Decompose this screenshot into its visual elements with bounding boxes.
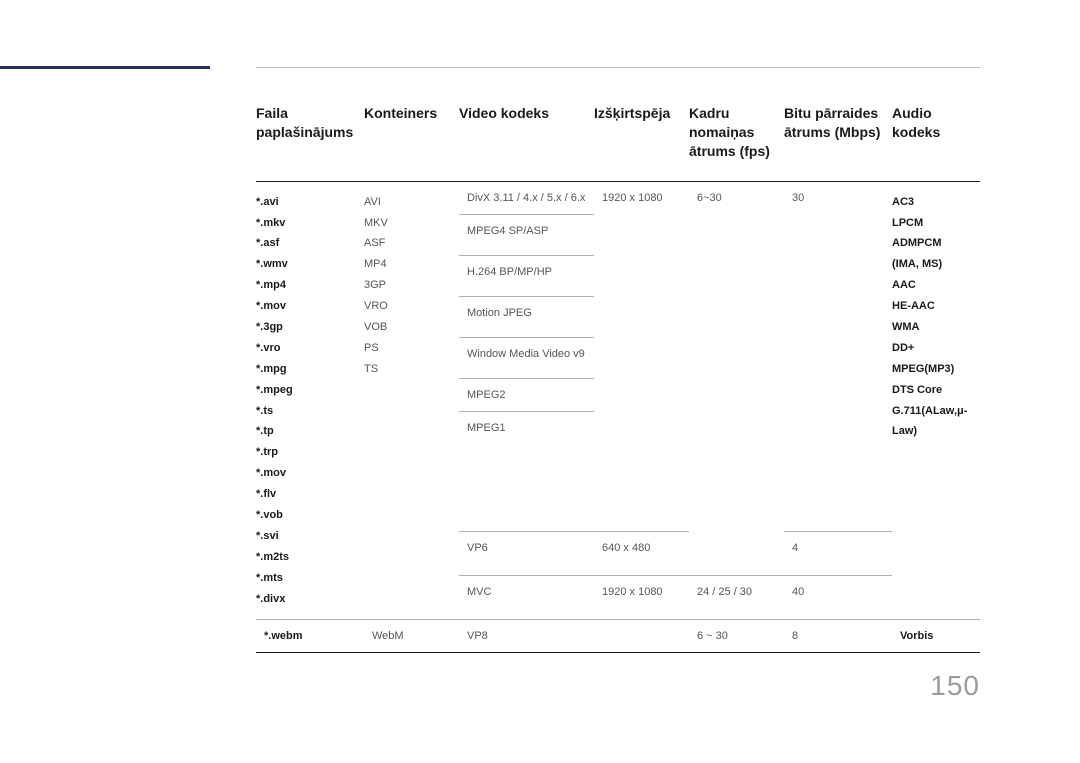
audio-codec: ADMPCM [892, 233, 974, 254]
header-resolution: Izšķirtspēja [594, 100, 689, 181]
vcodec-vp8: VP8 [459, 620, 594, 652]
ext: *.wmv [256, 254, 358, 275]
container: PS [364, 338, 453, 359]
audio-codec: WMA [892, 317, 974, 338]
header-audio-codec: Audio kodeks [892, 100, 980, 181]
audio-codec: (IMA, MS) [892, 254, 974, 275]
audio-codec-list: AC3 LPCM ADMPCM (IMA, MS) AAC HE-AAC WMA… [892, 182, 980, 453]
header-video-codec: Video kodeks [459, 100, 594, 181]
vcodec-mpeg4: MPEG4 SP/ASP [459, 214, 594, 255]
ext: *.svi [256, 526, 358, 547]
container: TS [364, 359, 453, 380]
codec-table-wrapper: Faila paplašinājums Konteiners Video kod… [256, 100, 980, 653]
audio-codec: G.711(ALaw,μ-Law) [892, 401, 974, 443]
ext: *.mkv [256, 213, 358, 234]
webm-ext: *.webm [256, 620, 364, 652]
audio-codec: HE-AAC [892, 296, 974, 317]
ext: *.mp4 [256, 275, 358, 296]
container: MKV [364, 213, 453, 234]
ext: *.mov [256, 296, 358, 317]
container-list: AVI MKV ASF MP4 3GP VRO VOB PS TS [364, 182, 459, 390]
bit-3: 40 [784, 576, 892, 608]
container: VRO [364, 296, 453, 317]
audio-codec: DTS Core [892, 380, 974, 401]
ext: *.mpeg [256, 380, 358, 401]
ext: *.flv [256, 484, 358, 505]
audio-codec: MPEG(MP3) [892, 359, 974, 380]
ext: *.m2ts [256, 547, 358, 568]
fps-1: 6~30 [689, 182, 784, 214]
header-file-ext: Faila paplašinājums [256, 100, 364, 181]
ext: *.3gp [256, 317, 358, 338]
vcodec-mpeg1: MPEG1 [459, 411, 594, 444]
header-bit-rate: Bitu pārraides ātrums (Mbps) [784, 100, 892, 181]
vcodec-mpeg2: MPEG2 [459, 378, 594, 411]
res-3: 1920 x 1080 [594, 576, 689, 608]
audio-codec: AC3 [892, 192, 974, 213]
header-frame-rate: Kadru nomaiņas ātrums (fps) [689, 100, 784, 181]
res-1: 1920 x 1080 [594, 182, 689, 214]
table-header-row: Faila paplašinājums Konteiners Video kod… [256, 100, 980, 181]
vcodec-vp6: VP6 [459, 532, 594, 564]
ext: *.divx [256, 589, 358, 610]
audio-codec: DD+ [892, 338, 974, 359]
left-margin-rule [0, 66, 210, 69]
header-container: Konteiners [364, 100, 459, 181]
vcodec-mjpeg: Motion JPEG [459, 296, 594, 337]
fps-3: 6 ~ 30 [689, 620, 784, 652]
webm-container: WebM [364, 620, 459, 652]
codec-table: Faila paplašinājums Konteiners Video kod… [256, 100, 980, 653]
page-number: 150 [930, 670, 980, 702]
ext: *.mts [256, 568, 358, 589]
container: AVI [364, 192, 453, 213]
audio-vorbis: Vorbis [892, 620, 980, 652]
container: MP4 [364, 254, 453, 275]
ext: *.trp [256, 442, 358, 463]
container: VOB [364, 317, 453, 338]
ext: *.mov [256, 463, 358, 484]
vcodec-divx: DivX 3.11 / 4.x / 5.x / 6.x [459, 182, 594, 214]
vcodec-wmv: Window Media Video v9 [459, 337, 594, 378]
vcodec-mvc: MVC [459, 576, 594, 608]
res-2: 640 x 480 [594, 532, 689, 564]
fps-2: 24 / 25 / 30 [689, 576, 784, 608]
ext: *.mpg [256, 359, 358, 380]
audio-codec: LPCM [892, 213, 974, 234]
audio-codec: AAC [892, 275, 974, 296]
file-ext-list: *.avi *.mkv *.asf *.wmv *.mp4 *.mov *.3g… [256, 182, 364, 620]
ext: *.ts [256, 401, 358, 422]
container: 3GP [364, 275, 453, 296]
ext: *.avi [256, 192, 358, 213]
bit-1: 30 [784, 182, 892, 214]
webm-row: *.webm WebM VP8 6 ~ 30 8 Vorbis [256, 620, 980, 653]
bit-4: 8 [784, 620, 892, 652]
vcodec-h264: H.264 BP/MP/HP [459, 255, 594, 296]
ext: *.tp [256, 421, 358, 442]
container: ASF [364, 233, 453, 254]
top-hairline [256, 67, 980, 68]
ext: *.vob [256, 505, 358, 526]
ext: *.asf [256, 233, 358, 254]
ext: *.vro [256, 338, 358, 359]
main-codec-row: *.avi *.mkv *.asf *.wmv *.mp4 *.mov *.3g… [256, 181, 980, 532]
bit-2: 4 [784, 532, 892, 564]
